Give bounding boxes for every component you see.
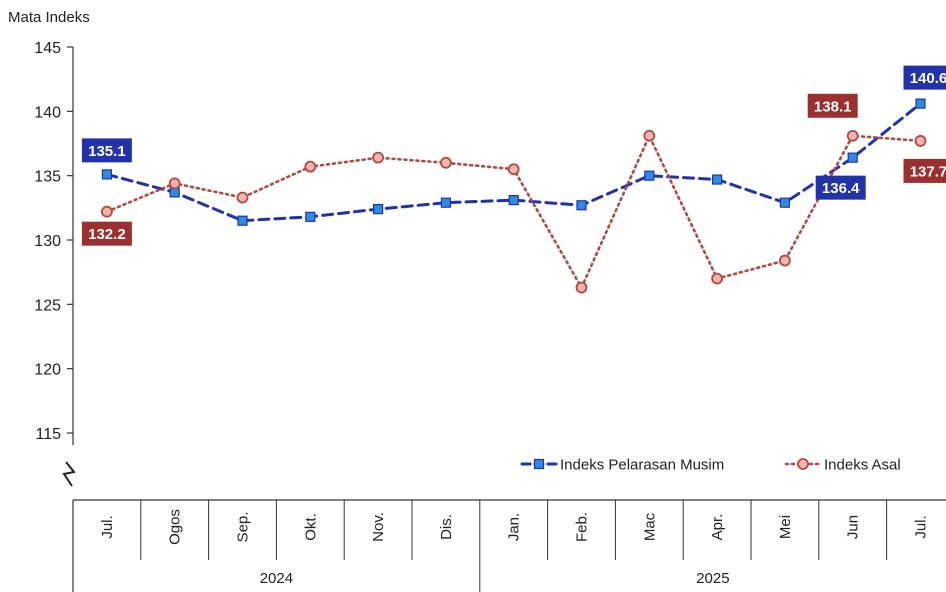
data-label-text: 138.1 xyxy=(814,98,852,115)
data-point-marker xyxy=(643,129,656,142)
data-point-marker xyxy=(915,98,926,109)
y-axis-title: Mata Indeks xyxy=(8,9,90,26)
data-label-text: 132.2 xyxy=(88,226,126,243)
data-point-marker xyxy=(305,211,316,222)
data-point-marker xyxy=(237,215,248,226)
data-label: 137.7 xyxy=(903,158,946,183)
data-label-box xyxy=(903,158,946,183)
data-point-marker xyxy=(168,177,181,190)
data-point-marker xyxy=(914,135,927,147)
data-label-box xyxy=(81,138,132,163)
legend: Indeks Pelarasan Musim Indeks Asal xyxy=(520,457,901,474)
data-point-marker xyxy=(236,191,249,204)
x-tick-label: Okt. xyxy=(302,513,319,541)
data-point-marker xyxy=(373,204,384,215)
data-point-marker xyxy=(779,197,791,208)
data-label-text: 140.6 xyxy=(910,70,946,87)
y-tick-label: 135 xyxy=(34,169,61,186)
data-point-marker xyxy=(779,254,791,267)
data-point-marker xyxy=(440,197,451,208)
x-tick-label: Nov. xyxy=(370,512,387,542)
data-label-box xyxy=(815,175,866,200)
data-point-marker xyxy=(847,152,858,163)
x-tick-label: Jan. xyxy=(506,513,523,541)
legend-item: Indeks Asal xyxy=(784,457,901,474)
data-point-marker xyxy=(101,205,113,218)
data-label-box xyxy=(81,221,132,246)
legend-label: Indeks Asal xyxy=(824,457,901,474)
data-point-marker xyxy=(711,174,723,185)
legend-item: Indeks Pelarasan Musim xyxy=(520,457,724,474)
data-point-marker xyxy=(304,160,317,173)
series-layer xyxy=(101,98,927,294)
data-point-marker xyxy=(372,151,385,164)
series-seasonally-adjusted xyxy=(101,98,926,226)
legend-marker xyxy=(533,458,545,470)
legend-marker xyxy=(797,458,809,470)
x-tick-label: Feb. xyxy=(574,512,591,542)
data-label-text: 136.4 xyxy=(822,180,860,197)
data-label: 138.1 xyxy=(807,93,858,118)
y-tick-label: 120 xyxy=(34,362,61,379)
x-tick-label: Dis. xyxy=(438,514,455,540)
data-label: 136.4 xyxy=(815,175,866,200)
data-label-text: 135.1 xyxy=(88,143,126,160)
legend-label: Indeks Pelarasan Musim xyxy=(560,457,724,474)
data-point-marker xyxy=(711,272,723,285)
y-tick-label: 125 xyxy=(34,297,61,314)
x-tick-label: Ogos xyxy=(167,509,184,545)
series-line xyxy=(105,132,922,291)
y-tick-label: 145 xyxy=(34,40,61,57)
y-tick-label: 140 xyxy=(34,104,61,121)
x-tick-label: Jun xyxy=(845,515,862,539)
data-point-marker xyxy=(439,156,452,169)
data-label-box xyxy=(807,93,858,118)
x-tick-label: Sep. xyxy=(235,512,252,543)
data-label-text: 137.7 xyxy=(910,163,946,180)
x-tick-label: Jul. xyxy=(913,515,930,538)
data-point-marker xyxy=(576,200,587,211)
x-tick-label: Apr. xyxy=(709,514,726,541)
data-point-marker xyxy=(575,281,588,294)
axis-break-icon xyxy=(62,461,76,487)
data-point-marker xyxy=(846,129,859,142)
year-label: 2025 xyxy=(696,570,729,587)
x-axis: Jul. Ogos Sep. Okt. Nov. Dis. Jan. Feb. Mac Apr. M… xyxy=(72,499,946,592)
y-tick-label: 115 xyxy=(35,426,61,443)
y-tick-label: 130 xyxy=(34,233,61,250)
data-label: 132.2 xyxy=(81,221,132,246)
data-labels: 135.1 132.2 138.1 136.4 140.6 137.7 xyxy=(81,65,946,246)
data-point-marker xyxy=(101,169,113,180)
x-tick-label: Jul. xyxy=(99,515,116,538)
data-label: 140.6 xyxy=(903,65,946,90)
series-original xyxy=(101,129,927,294)
data-point-marker xyxy=(508,195,519,206)
data-point-marker xyxy=(644,170,655,181)
data-point-marker xyxy=(507,163,520,176)
year-label: 2024 xyxy=(260,570,293,587)
x-tick-label: Mac xyxy=(641,512,658,541)
x-tick-label: Mei xyxy=(777,515,794,539)
data-label-box xyxy=(903,65,946,90)
y-axis: 115 120 125 130 135 140 145 xyxy=(34,40,74,445)
data-label: 135.1 xyxy=(81,138,132,163)
